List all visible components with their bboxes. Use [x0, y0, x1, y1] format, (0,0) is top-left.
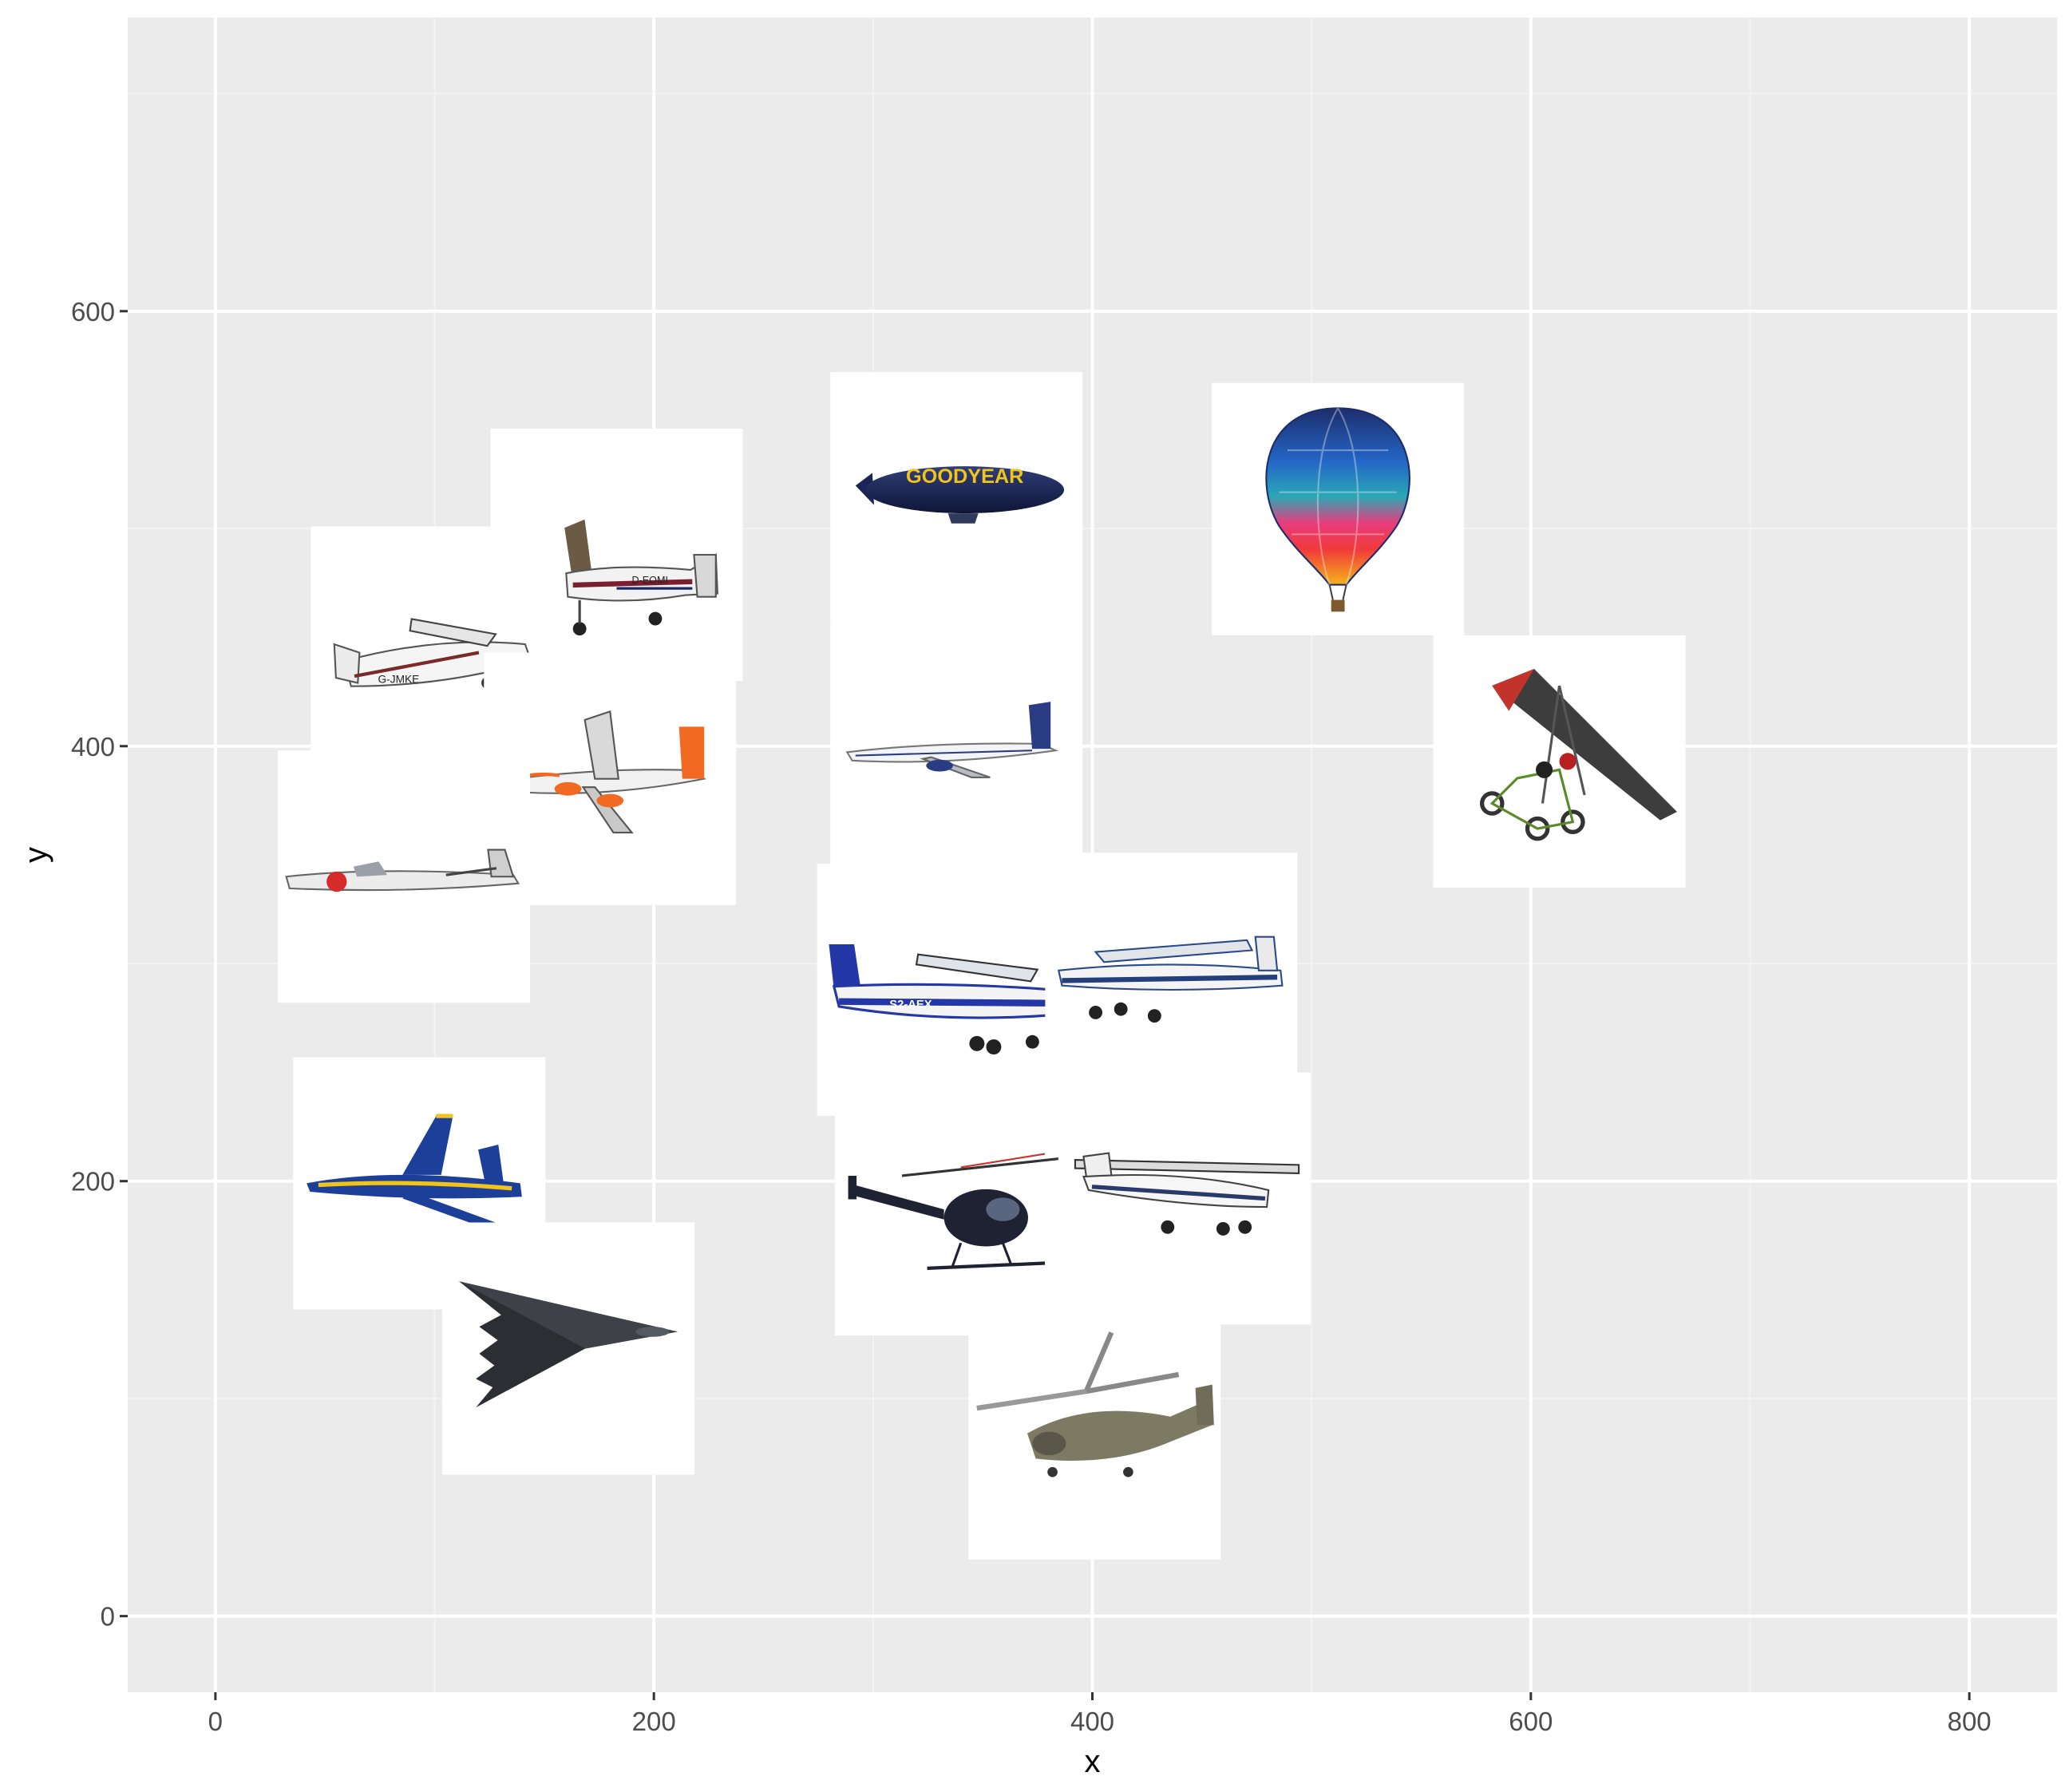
cessna-white-icon [1074, 1152, 1300, 1236]
svg-text:S2-AEX: S2-AEX [889, 999, 932, 1011]
data-point-8 [1433, 635, 1686, 888]
data-point-10 [1045, 852, 1298, 1106]
svg-text:G-JMKE: G-JMKE [378, 674, 420, 686]
cessna-d-eomi-icon: D-EOMI [564, 519, 718, 636]
jet-trainer-icon [285, 849, 520, 892]
microlight-trike-icon [1479, 668, 1677, 841]
goodyear-blimp-icon: GOODYEAR [855, 465, 1065, 524]
y-tick-label: 600 [71, 297, 115, 326]
data-point-12 [442, 1222, 695, 1475]
data-point-15 [968, 1307, 1221, 1560]
data-point-7 [1212, 382, 1465, 635]
x-tick-label: 200 [632, 1707, 676, 1736]
svg-text:D-EOMI: D-EOMI [631, 575, 668, 586]
data-point-9: S2-AEX [817, 863, 1070, 1116]
data-point-13 [834, 1083, 1087, 1336]
data-point-6 [830, 624, 1083, 877]
x-tick-label: 600 [1509, 1707, 1553, 1736]
hot-air-balloon-icon [1265, 407, 1410, 612]
airliner-icon [845, 702, 1059, 778]
super-puma-helicopter-icon [976, 1331, 1214, 1478]
md500-helicopter-icon [848, 1153, 1072, 1270]
y-axis: 0 200 400 600 [71, 297, 128, 1632]
y-tick-label: 0 [101, 1602, 115, 1632]
x-tick-label: 800 [1948, 1707, 1992, 1736]
airbus-easyjet-icon [512, 710, 706, 834]
y-axis-title: y [18, 847, 53, 863]
svg-text:GOODYEAR: GOODYEAR [906, 465, 1023, 488]
x-axis: 0 200 400 600 800 [208, 1692, 1992, 1736]
x-tick-label: 400 [1070, 1707, 1114, 1736]
x-axis-title: x [1085, 1744, 1101, 1779]
data-point-14 [1058, 1072, 1311, 1325]
y-tick-label: 200 [71, 1167, 115, 1197]
data-point-4 [278, 750, 531, 1003]
y-tick-label: 400 [71, 732, 115, 762]
x-tick-label: 0 [208, 1707, 223, 1736]
fa18-blue-angels-icon [307, 1114, 522, 1229]
data-point-5: GOODYEAR [830, 372, 1083, 625]
image-points: D-EOMI G-JMKE GOODYEAR [278, 372, 1686, 1560]
cessna-s2-aex-icon: S2-AEX [829, 944, 1056, 1055]
b2-stealth-bomber-icon [459, 1281, 678, 1408]
cessna-blue-stripe-icon [1057, 936, 1284, 1023]
